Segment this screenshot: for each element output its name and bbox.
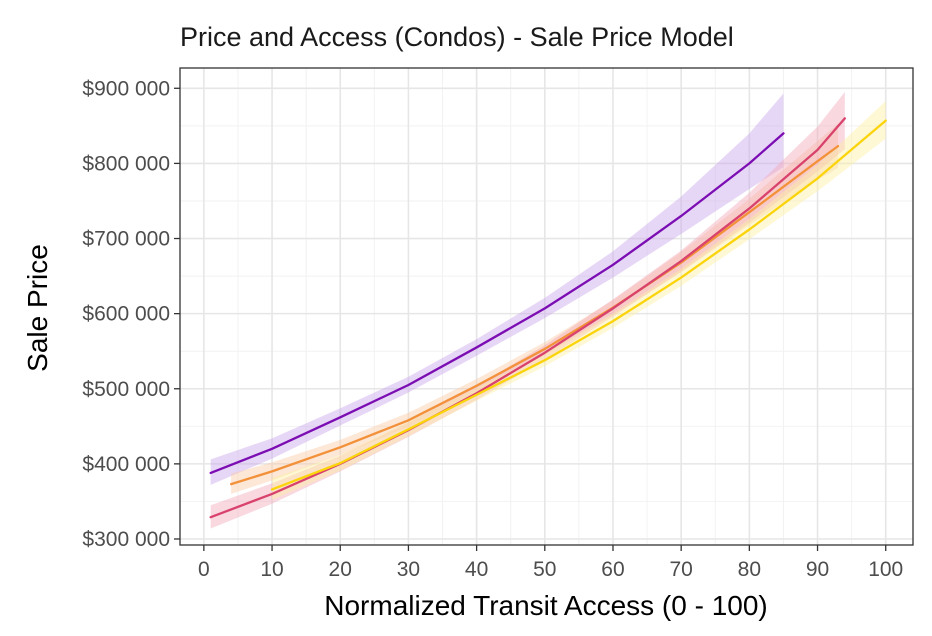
chart-title: Price and Access (Condos) - Sale Price M… (180, 22, 734, 52)
x-tick-label: 90 (806, 558, 829, 581)
confidence-band-2 (210, 92, 845, 529)
y-tick-label: $700 000 (82, 228, 170, 251)
x-tick-label: 40 (465, 558, 488, 581)
series-line-2 (209, 117, 846, 519)
y-tick-label: $500 000 (82, 378, 170, 401)
y-tick-label: $600 000 (82, 303, 170, 326)
y-tick-label: $800 000 (82, 152, 170, 175)
series-line-1 (229, 144, 840, 486)
x-tick-label: 0 (198, 558, 210, 581)
x-tick-label: 20 (329, 558, 352, 581)
x-tick-label: 30 (397, 558, 420, 581)
x-tick-label: 70 (669, 558, 692, 581)
x-axis-label: Normalized Transit Access (0 - 100) (324, 590, 768, 621)
series-line-3 (270, 119, 887, 491)
x-tick-label: 10 (260, 558, 283, 581)
x-tick-label: 50 (533, 558, 556, 581)
confidence-band-0 (210, 93, 784, 485)
series-line-0 (209, 132, 785, 475)
x-tick-label: 80 (738, 558, 761, 581)
confidence-band-3 (272, 101, 886, 500)
confidence-band-1 (231, 123, 838, 494)
x-tick-label: 60 (601, 558, 624, 581)
y-tick-label: $300 000 (82, 528, 170, 551)
y-tick-label: $900 000 (82, 77, 170, 100)
plot-border (179, 67, 914, 546)
x-tick-label: 100 (868, 558, 903, 581)
y-tick-label: $400 000 (82, 453, 170, 476)
